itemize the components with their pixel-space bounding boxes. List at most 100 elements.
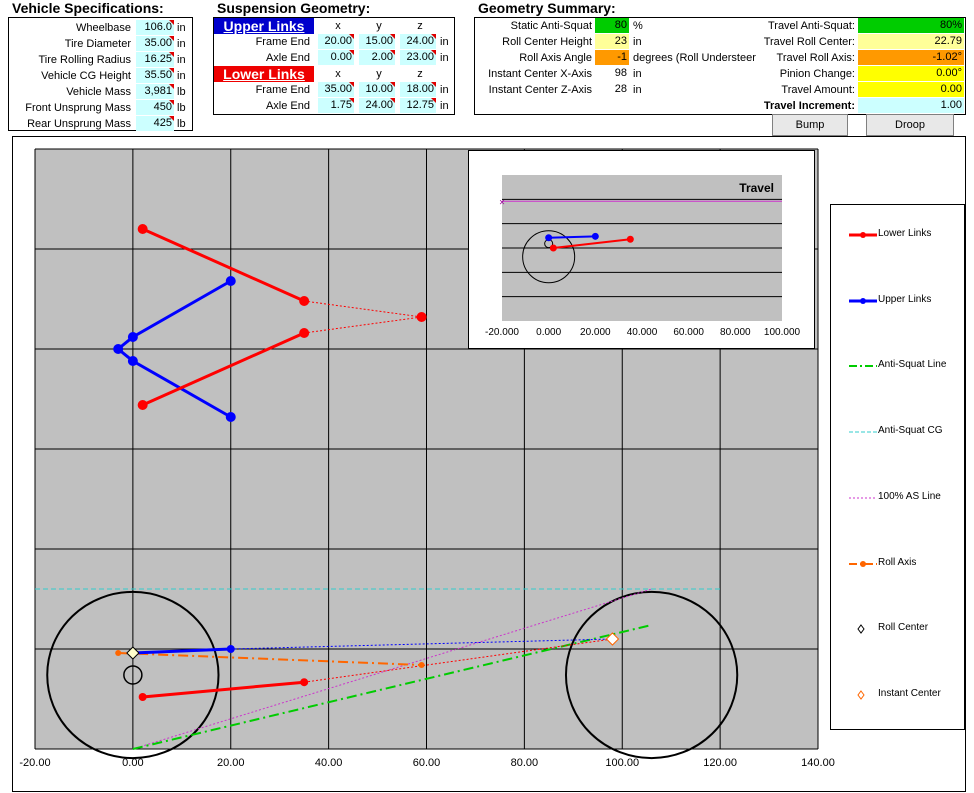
summary-unit: in xyxy=(633,68,642,80)
link-coord-x[interactable]: 20.00 xyxy=(318,34,354,49)
comment-indicator-icon xyxy=(169,20,174,25)
axle-marker xyxy=(123,665,143,685)
front-tire xyxy=(46,590,220,760)
legend-swatch xyxy=(849,560,877,567)
comment-indicator-icon xyxy=(349,82,354,87)
link-coord-z[interactable]: 18.00 xyxy=(400,82,436,97)
legend-item: Roll Center xyxy=(831,621,971,637)
link-coord-unit: in xyxy=(440,36,449,48)
droop-button[interactable]: Droop xyxy=(866,114,954,136)
x-tick-label: 0.00 xyxy=(122,757,143,769)
vehicle-specs-title: Vehicle Specifications: xyxy=(12,0,164,16)
legend-dot xyxy=(860,297,866,304)
vehicle-spec-value[interactable]: 450 xyxy=(136,100,174,115)
comment-indicator-icon xyxy=(169,36,174,41)
legend-label: Roll Center xyxy=(878,622,929,634)
link-coord-unit: in xyxy=(440,52,449,64)
vehicle-spec-value[interactable]: 425 xyxy=(136,116,174,131)
vehicle-spec-unit: in xyxy=(177,22,186,34)
travel-label: Travel Roll Axis: xyxy=(776,52,855,64)
comment-indicator-icon xyxy=(390,98,395,103)
legend-label: Lower Links xyxy=(878,228,932,239)
link-coord-z[interactable]: 24.00 xyxy=(400,34,436,49)
comment-indicator-icon xyxy=(431,82,436,87)
vehicle-spec-value[interactable]: 106.0 xyxy=(136,20,174,35)
link-coord-x[interactable]: 1.75 xyxy=(318,98,354,113)
vehicle-spec-label: Front Unsprung Mass xyxy=(25,102,131,114)
comment-indicator-icon xyxy=(169,100,174,105)
link-coord-y[interactable]: 24.00 xyxy=(359,98,395,113)
link-coord-x[interactable]: 35.00 xyxy=(318,82,354,97)
upper-link-point xyxy=(127,332,138,342)
legend-swatch xyxy=(849,365,877,368)
legend-label: Anti-Squat CG xyxy=(878,425,943,437)
suspension-geometry-title: Suspension Geometry: xyxy=(217,0,371,16)
link-coord-z[interactable]: 23.00 xyxy=(400,50,436,65)
vehicle-spec-value[interactable]: 35.00 xyxy=(136,36,174,51)
summary-unit: in xyxy=(633,84,642,96)
inset-upper-link-point xyxy=(591,232,599,240)
inset-title: Travel xyxy=(739,181,774,195)
x-tick-label: 40.00 xyxy=(315,757,343,769)
bump-button[interactable]: Bump xyxy=(772,114,848,136)
travel-label: Pinion Change: xyxy=(779,68,855,80)
link-coord-x[interactable]: 0.00 xyxy=(318,50,354,65)
summary-value: -1 xyxy=(595,50,629,65)
vehicle-spec-value[interactable]: 3,981 xyxy=(136,84,174,99)
summary-label: Instant Center Z-Axis xyxy=(488,84,592,96)
inset-tire xyxy=(522,230,576,284)
legend-swatch xyxy=(849,431,877,433)
axis-col-header: z xyxy=(417,68,423,80)
legend-diamond-icon xyxy=(857,624,865,635)
axis-col-header: x xyxy=(335,20,341,32)
travel-label: Travel Roll Center: xyxy=(763,36,855,48)
summary-label: Static Anti-Squat xyxy=(510,20,592,32)
legend-item: Lower Links xyxy=(831,227,971,243)
link-coord-unit: in xyxy=(440,84,449,96)
travel-value: 22.79 xyxy=(858,34,964,49)
vehicle-spec-value[interactable]: 35.50 xyxy=(136,68,174,83)
inset-lower-link-point xyxy=(626,235,634,243)
travel-label: Travel Amount: xyxy=(781,84,855,96)
vehicle-spec-unit: in xyxy=(177,38,186,50)
rear-tire xyxy=(564,590,739,760)
inset-lower-link-point xyxy=(549,244,557,252)
comment-indicator-icon xyxy=(431,50,436,55)
link-end-label: Frame End xyxy=(255,36,310,48)
upper-link-point xyxy=(225,276,236,286)
vehicle-spec-unit: lb xyxy=(177,102,186,114)
link-coord-y[interactable]: 2.00 xyxy=(359,50,395,65)
link-coord-z[interactable]: 12.75 xyxy=(400,98,436,113)
vehicle-spec-value[interactable]: 16.25 xyxy=(136,52,174,67)
legend-swatch xyxy=(849,497,877,499)
comment-indicator-icon xyxy=(390,34,395,39)
legend-item: 100% AS Line xyxy=(831,490,971,506)
vehicle-spec-label: Vehicle CG Height xyxy=(41,70,131,82)
inset-x-tick-label: 100.000 xyxy=(764,327,801,338)
legend-swatch xyxy=(849,297,877,304)
vehicle-spec-label: Vehicle Mass xyxy=(66,86,131,98)
inset-upper-link-point xyxy=(545,234,553,242)
inset-x-tick-label: 60.000 xyxy=(673,327,704,338)
upper-link-point xyxy=(225,412,236,422)
comment-indicator-icon xyxy=(431,34,436,39)
legend-item: Upper Links xyxy=(831,293,971,309)
travel-inset-svg: Travel × -20.000 0.000 20.000 40.000 60.000 80.… xyxy=(485,175,801,338)
link-coord-y[interactable]: 10.00 xyxy=(359,82,395,97)
hundred-pct-as-line xyxy=(132,588,652,750)
instant-center-marker xyxy=(605,632,620,646)
link-coord-y[interactable]: 15.00 xyxy=(359,34,395,49)
chart-legend: Lower Links Upper Links Anti-Squat Line Ant… xyxy=(830,204,965,730)
side-lower-link-point xyxy=(138,693,147,701)
axis-col-header: y xyxy=(376,68,382,80)
x-tick-label: 100.00 xyxy=(605,757,639,769)
legend-item: Instant Center xyxy=(831,687,971,703)
suspension-geometry-panel: Upper Links x y z Frame End 20.00 15.00 24.00 in… xyxy=(213,17,455,115)
legend-label: 100% AS Line xyxy=(878,490,941,502)
summary-label: Roll Center Height xyxy=(502,36,592,48)
comment-indicator-icon xyxy=(390,50,395,55)
x-tick-label: 60.00 xyxy=(413,757,441,769)
vehicle-spec-unit: in xyxy=(177,70,186,82)
vehicle-spec-label: Tire Rolling Radius xyxy=(38,54,131,66)
x-tick-label: 20.00 xyxy=(217,757,245,769)
